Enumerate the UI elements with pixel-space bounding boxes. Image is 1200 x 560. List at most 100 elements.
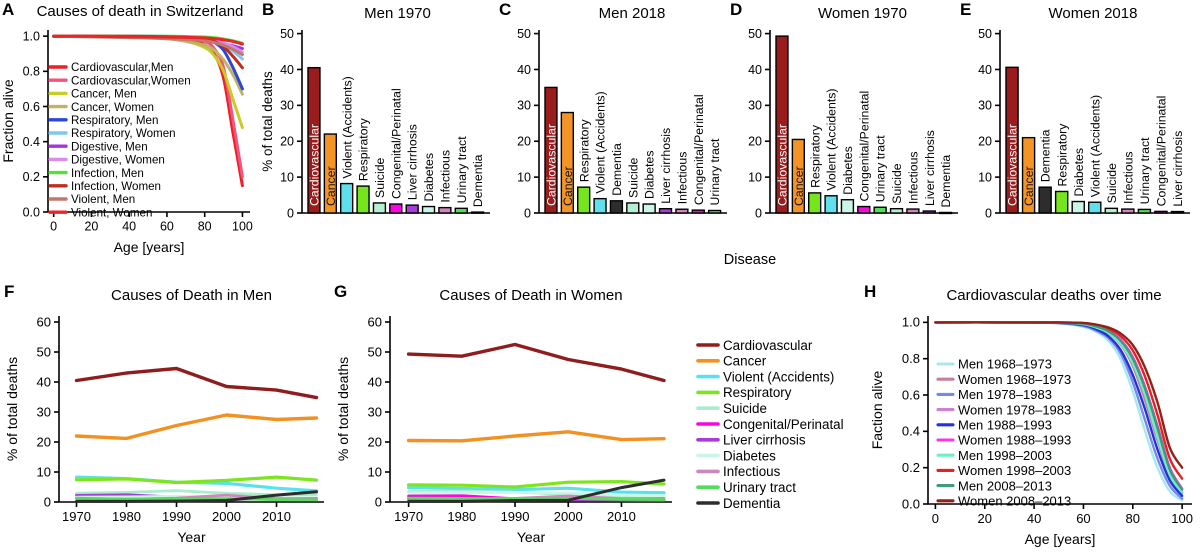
legend-causes-of-death: Cardiovascular Cancer Violent (Accidents) R… xyxy=(692,280,870,560)
svg-text:Infectious: Infectious xyxy=(1121,151,1135,204)
svg-text:Respiratory, Men: Respiratory, Men xyxy=(71,114,158,127)
svg-text:0: 0 xyxy=(932,511,939,526)
svg-text:0.4: 0.4 xyxy=(902,424,920,439)
svg-text:0.6: 0.6 xyxy=(23,100,40,114)
svg-text:Respiratory: Respiratory xyxy=(1055,123,1069,187)
svg-text:40: 40 xyxy=(978,63,992,77)
svg-text:Women 1998–2003: Women 1998–2003 xyxy=(958,463,1071,478)
svg-text:Cancer, Women: Cancer, Women xyxy=(71,101,154,114)
svg-text:0: 0 xyxy=(524,206,531,220)
panel-e-title: Women 2018 xyxy=(1048,5,1138,22)
svg-text:Respiratory: Respiratory xyxy=(357,117,371,181)
svg-text:Diabetes: Diabetes xyxy=(422,153,436,202)
svg-text:Suicide: Suicide xyxy=(1105,163,1119,203)
svg-text:Urinary tract: Urinary tract xyxy=(1138,137,1152,205)
svg-text:20: 20 xyxy=(517,135,531,149)
panel-c-plot: 0 10 20 30 40 50 Cardiovascular CancerRespirato… xyxy=(517,27,727,220)
svg-text:0: 0 xyxy=(375,494,382,509)
svg-text:10: 10 xyxy=(517,170,531,184)
svg-text:20: 20 xyxy=(978,511,992,526)
svg-text:Dementia: Dementia xyxy=(723,496,781,511)
svg-text:100: 100 xyxy=(232,220,253,234)
svg-text:60: 60 xyxy=(160,220,174,234)
panel-letter-b: B xyxy=(262,0,275,19)
svg-text:50: 50 xyxy=(978,27,992,41)
svg-text:% of total deaths: % of total deaths xyxy=(4,357,20,461)
svg-text:Suicide: Suicide xyxy=(723,401,767,416)
svg-text:Infectious: Infectious xyxy=(438,150,452,203)
svg-text:Diabetes: Diabetes xyxy=(841,146,855,195)
disease-axis-label: Disease xyxy=(723,252,777,268)
panel-e-bars-women-2018: E Women 2018 0 10 20 30 40 50 Cardiovascular Ca… xyxy=(958,0,1200,278)
svg-text:Suicide: Suicide xyxy=(626,157,640,197)
svg-text:Violent, Men: Violent, Men xyxy=(71,193,135,206)
svg-text:Suicide: Suicide xyxy=(890,163,904,203)
svg-text:10: 10 xyxy=(37,464,51,479)
svg-text:Infection, Men: Infection, Men xyxy=(71,167,144,180)
panel-a-title: Causes of death in Switzerland xyxy=(36,3,244,20)
svg-text:40: 40 xyxy=(748,63,762,77)
svg-text:Cancer: Cancer xyxy=(723,354,767,369)
svg-text:Men 1978–1983: Men 1978–1983 xyxy=(958,387,1052,402)
panel-f-plot: 0 10 20 30 40 50 60 1970 1980 1990 2000 2010 Year % o… xyxy=(4,314,324,545)
svg-text:Liver cirrhosis: Liver cirrhosis xyxy=(406,124,420,200)
svg-text:30: 30 xyxy=(37,404,51,419)
svg-text:Cancer, Men: Cancer, Men xyxy=(71,88,137,101)
panel-letter-f: F xyxy=(4,282,15,301)
svg-text:1.0: 1.0 xyxy=(23,29,40,43)
svg-text:1.0: 1.0 xyxy=(902,315,920,330)
panel-letter-g: G xyxy=(334,282,348,301)
svg-text:0.8: 0.8 xyxy=(902,351,920,366)
panel-letter-h: H xyxy=(864,282,877,301)
svg-text:Liver cirrhosis: Liver cirrhosis xyxy=(723,433,806,448)
svg-text:Cardiovascular: Cardiovascular xyxy=(776,124,790,206)
svg-text:60: 60 xyxy=(37,314,51,329)
svg-text:% of total deaths: % of total deaths xyxy=(260,71,275,172)
svg-text:Congenital/Perinatal: Congenital/Perinatal xyxy=(1155,96,1169,207)
svg-text:30: 30 xyxy=(368,404,382,419)
svg-text:Men 1988–1993: Men 1988–1993 xyxy=(958,417,1052,432)
svg-text:0: 0 xyxy=(287,206,294,220)
svg-text:80: 80 xyxy=(1126,511,1140,526)
svg-text:Dementia: Dementia xyxy=(471,154,485,207)
panel-f-title: Causes of Death in Men xyxy=(111,287,272,304)
svg-text:Cardiovascular,Men: Cardiovascular,Men xyxy=(71,61,173,74)
svg-text:20: 20 xyxy=(978,135,992,149)
svg-text:Infection, Women: Infection, Women xyxy=(71,180,161,193)
svg-text:20: 20 xyxy=(748,135,762,149)
svg-text:Urinary tract: Urinary tract xyxy=(708,138,722,206)
svg-text:1980: 1980 xyxy=(112,509,141,524)
svg-text:0.0: 0.0 xyxy=(902,496,920,511)
svg-text:Congenital/Perinatal: Congenital/Perinatal xyxy=(389,88,403,199)
svg-text:Diabetes: Diabetes xyxy=(1072,148,1086,197)
panel-f-lines-men: F Causes of Death in Men 0 10 20 30 40 50 60 19… xyxy=(2,280,334,560)
svg-text:Age [years]: Age [years] xyxy=(1025,531,1096,547)
svg-text:1990: 1990 xyxy=(162,509,191,524)
svg-text:Fraction alive: Fraction alive xyxy=(0,79,16,162)
svg-text:50: 50 xyxy=(517,27,531,41)
svg-text:Liver cirrhosis: Liver cirrhosis xyxy=(659,128,673,204)
svg-text:Liver cirrhosis: Liver cirrhosis xyxy=(1171,131,1185,207)
svg-text:100: 100 xyxy=(1171,511,1193,526)
panel-a-plot: 0.0 0.2 0.4 0.6 0.8 1.0 0 20 40 60 80 100 Age [years… xyxy=(0,29,253,255)
svg-text:Infectious: Infectious xyxy=(675,152,689,205)
svg-text:1970: 1970 xyxy=(62,509,91,524)
svg-text:10: 10 xyxy=(978,170,992,184)
svg-text:80: 80 xyxy=(198,220,212,234)
svg-text:0.0: 0.0 xyxy=(23,205,40,219)
svg-text:Congenital/Perinatal: Congenital/Perinatal xyxy=(723,417,844,432)
panel-letter-e: E xyxy=(960,0,972,19)
svg-text:30: 30 xyxy=(748,99,762,113)
svg-text:20: 20 xyxy=(84,220,98,234)
panel-c-bars-men-2018: C Men 2018 0 10 20 30 40 50 Cardiovascular Canc… xyxy=(497,0,729,278)
svg-text:Dementia: Dementia xyxy=(939,155,953,208)
svg-text:40: 40 xyxy=(368,374,382,389)
svg-text:Men 1968–1973: Men 1968–1973 xyxy=(958,357,1052,372)
svg-text:Violent (Accidents): Violent (Accidents) xyxy=(825,88,839,190)
svg-text:Violent (Accidents): Violent (Accidents) xyxy=(723,369,834,384)
svg-text:Suicide: Suicide xyxy=(373,157,387,197)
svg-text:Congenital/Perinatal: Congenital/Perinatal xyxy=(857,91,871,202)
svg-text:Urinary tract: Urinary tract xyxy=(455,136,469,204)
svg-text:0: 0 xyxy=(44,494,51,509)
